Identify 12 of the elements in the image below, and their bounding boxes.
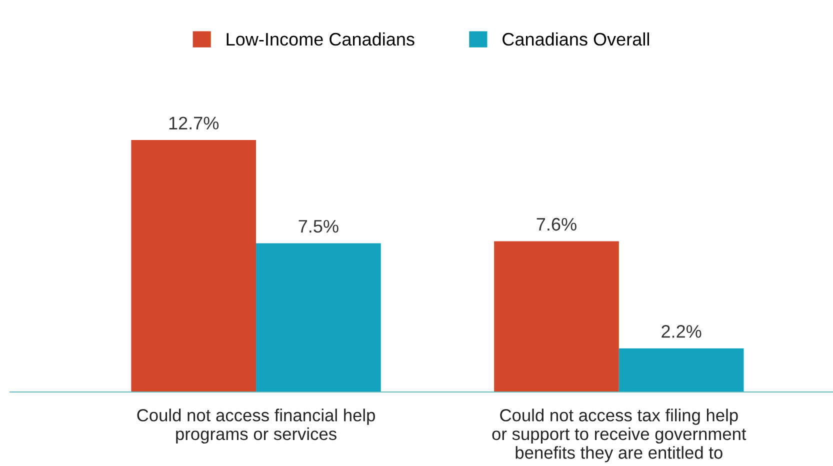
bar [618, 348, 744, 392]
bar [494, 241, 619, 392]
data-label: 2.2% [662, 325, 702, 338]
data-label: 7.5% [298, 220, 338, 233]
data-label: 12.7% [169, 116, 219, 130]
x-tick-label: Could not access financial help programs or services [137, 408, 375, 444]
x-tick-label: Could not access tax filing help or support to receive government benefits they are entitled to [492, 408, 746, 462]
legend-label: Canadians Overall [502, 32, 649, 46]
bar [131, 140, 256, 392]
legend-label: Low-Income Canadians [226, 32, 414, 46]
bar [256, 243, 381, 392]
data-label: 7.6% [536, 218, 576, 231]
